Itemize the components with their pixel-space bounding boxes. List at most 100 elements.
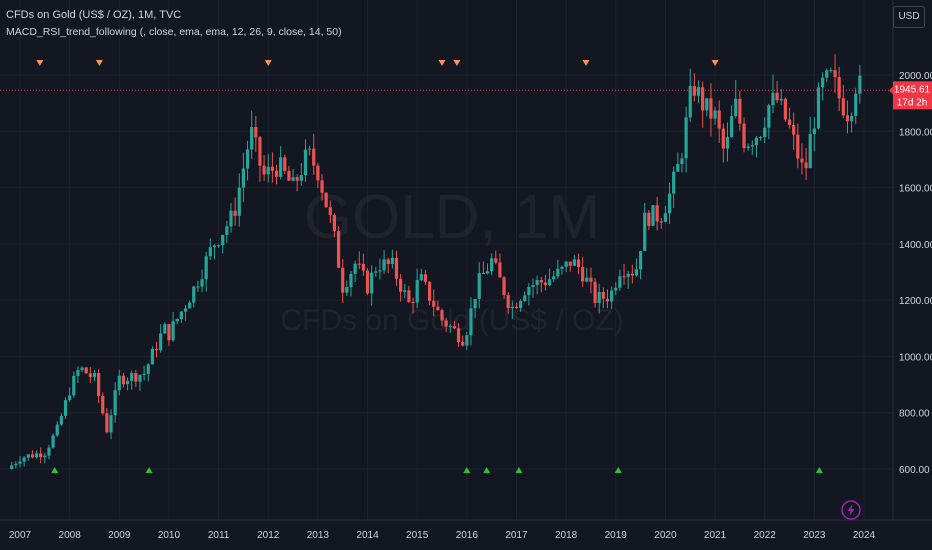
time-axis[interactable]: 2007 2008 2009 2010 2011 2012 2013 2014 2015 2016…: [9, 530, 876, 541]
price-tick-label: 1800.00: [899, 127, 932, 138]
candle-body: [262, 165, 266, 175]
candle-body: [150, 348, 154, 365]
candle-body: [287, 170, 291, 181]
candle-up: [448, 323, 452, 333]
candle-up: [142, 365, 146, 381]
buy-signal-marker: [483, 467, 491, 473]
candle-down: [399, 274, 403, 302]
candle-body: [394, 257, 399, 279]
candle-body: [216, 245, 221, 247]
candle-up: [618, 269, 622, 291]
candle-up: [519, 299, 523, 312]
candle-up: [390, 249, 394, 269]
candle-body: [589, 277, 593, 282]
candle-body: [452, 326, 457, 329]
candle-up: [200, 269, 204, 293]
candle-body: [783, 98, 787, 120]
candle-body: [14, 463, 18, 466]
candle-body: [88, 373, 92, 377]
time-tick-label: 2020: [654, 530, 677, 541]
header: CFDs on Gold (US$ / OZ), 1M, TVC MACD_RS…: [6, 9, 342, 38]
candle-up: [378, 258, 382, 280]
candle-body: [754, 137, 759, 146]
candle-down: [647, 210, 651, 231]
candle-down: [655, 196, 659, 231]
candle-body: [258, 137, 262, 166]
price-tick-label: 1400.00: [899, 240, 932, 251]
candle-up: [825, 68, 829, 82]
time-tick-label: 2012: [257, 530, 280, 541]
candle-body: [680, 158, 684, 164]
price-tick-label: 1200.00: [899, 296, 932, 307]
candle-body: [427, 281, 432, 301]
candle-body: [469, 308, 473, 336]
candle-up: [138, 374, 142, 391]
indicator-label[interactable]: MACD_RSI_trend_following (, close, ema, …: [6, 26, 342, 38]
candle-body: [361, 263, 365, 271]
candle-up: [684, 106, 688, 173]
candle-body: [312, 148, 316, 166]
candle-up: [750, 140, 754, 155]
candle-up: [734, 80, 738, 119]
candle-body: [514, 306, 519, 308]
candle-up: [771, 74, 775, 113]
candle-body: [531, 284, 535, 287]
candle-body: [328, 207, 332, 215]
candle-body: [477, 273, 481, 299]
candle-down: [154, 341, 159, 358]
candle-body: [39, 453, 43, 458]
candle-down: [783, 97, 787, 122]
candle-up: [237, 173, 241, 227]
candle-body: [547, 279, 552, 286]
candle-body: [295, 177, 299, 181]
candle-up: [241, 152, 246, 203]
candle-up: [667, 182, 672, 225]
candle-down: [394, 250, 399, 286]
candle-body: [494, 258, 498, 263]
candle-up: [345, 280, 349, 297]
candle-body: [245, 149, 250, 169]
candle-up: [556, 259, 560, 279]
candle-body: [345, 287, 349, 293]
candle-body: [283, 157, 287, 171]
candle-body: [423, 274, 428, 282]
candle-body: [659, 221, 663, 223]
candle-body: [593, 281, 597, 304]
candle-down: [262, 155, 266, 181]
candle-body: [26, 454, 30, 458]
candle-body: [837, 77, 841, 99]
candle-body: [142, 373, 146, 376]
price-axis[interactable]: 2000.00 1800.00 1600.00 1400.00 1200.00 1000.…: [899, 71, 932, 476]
candle-up: [229, 202, 233, 233]
price-tick-label: 600.00: [899, 465, 930, 476]
candle-down: [787, 107, 792, 129]
candle-up: [725, 122, 730, 162]
candle-down: [105, 407, 109, 434]
candle-down: [721, 123, 725, 163]
candle-up: [349, 270, 353, 297]
candle-up: [370, 265, 374, 306]
candle-body: [130, 373, 134, 381]
candle-down: [316, 163, 320, 189]
candle-body: [448, 326, 452, 328]
candle-down: [601, 287, 605, 309]
candle-body: [47, 447, 51, 456]
candle-up: [159, 324, 163, 353]
candle-down: [167, 323, 171, 346]
candle-down: [121, 372, 126, 388]
candle-up: [849, 112, 854, 133]
candle-body: [672, 171, 676, 194]
currency-button[interactable]: USD: [893, 6, 925, 28]
candle-up: [308, 145, 312, 156]
candle-up: [299, 163, 303, 186]
time-tick-label: 2016: [456, 530, 479, 541]
candle-down: [84, 366, 88, 374]
buy-signal-marker: [515, 467, 523, 473]
candle-down: [605, 289, 610, 309]
time-tick-label: 2007: [9, 530, 32, 541]
lightning-icon[interactable]: [841, 500, 861, 520]
last-price-badge: [893, 81, 932, 110]
candle-up: [643, 202, 647, 252]
